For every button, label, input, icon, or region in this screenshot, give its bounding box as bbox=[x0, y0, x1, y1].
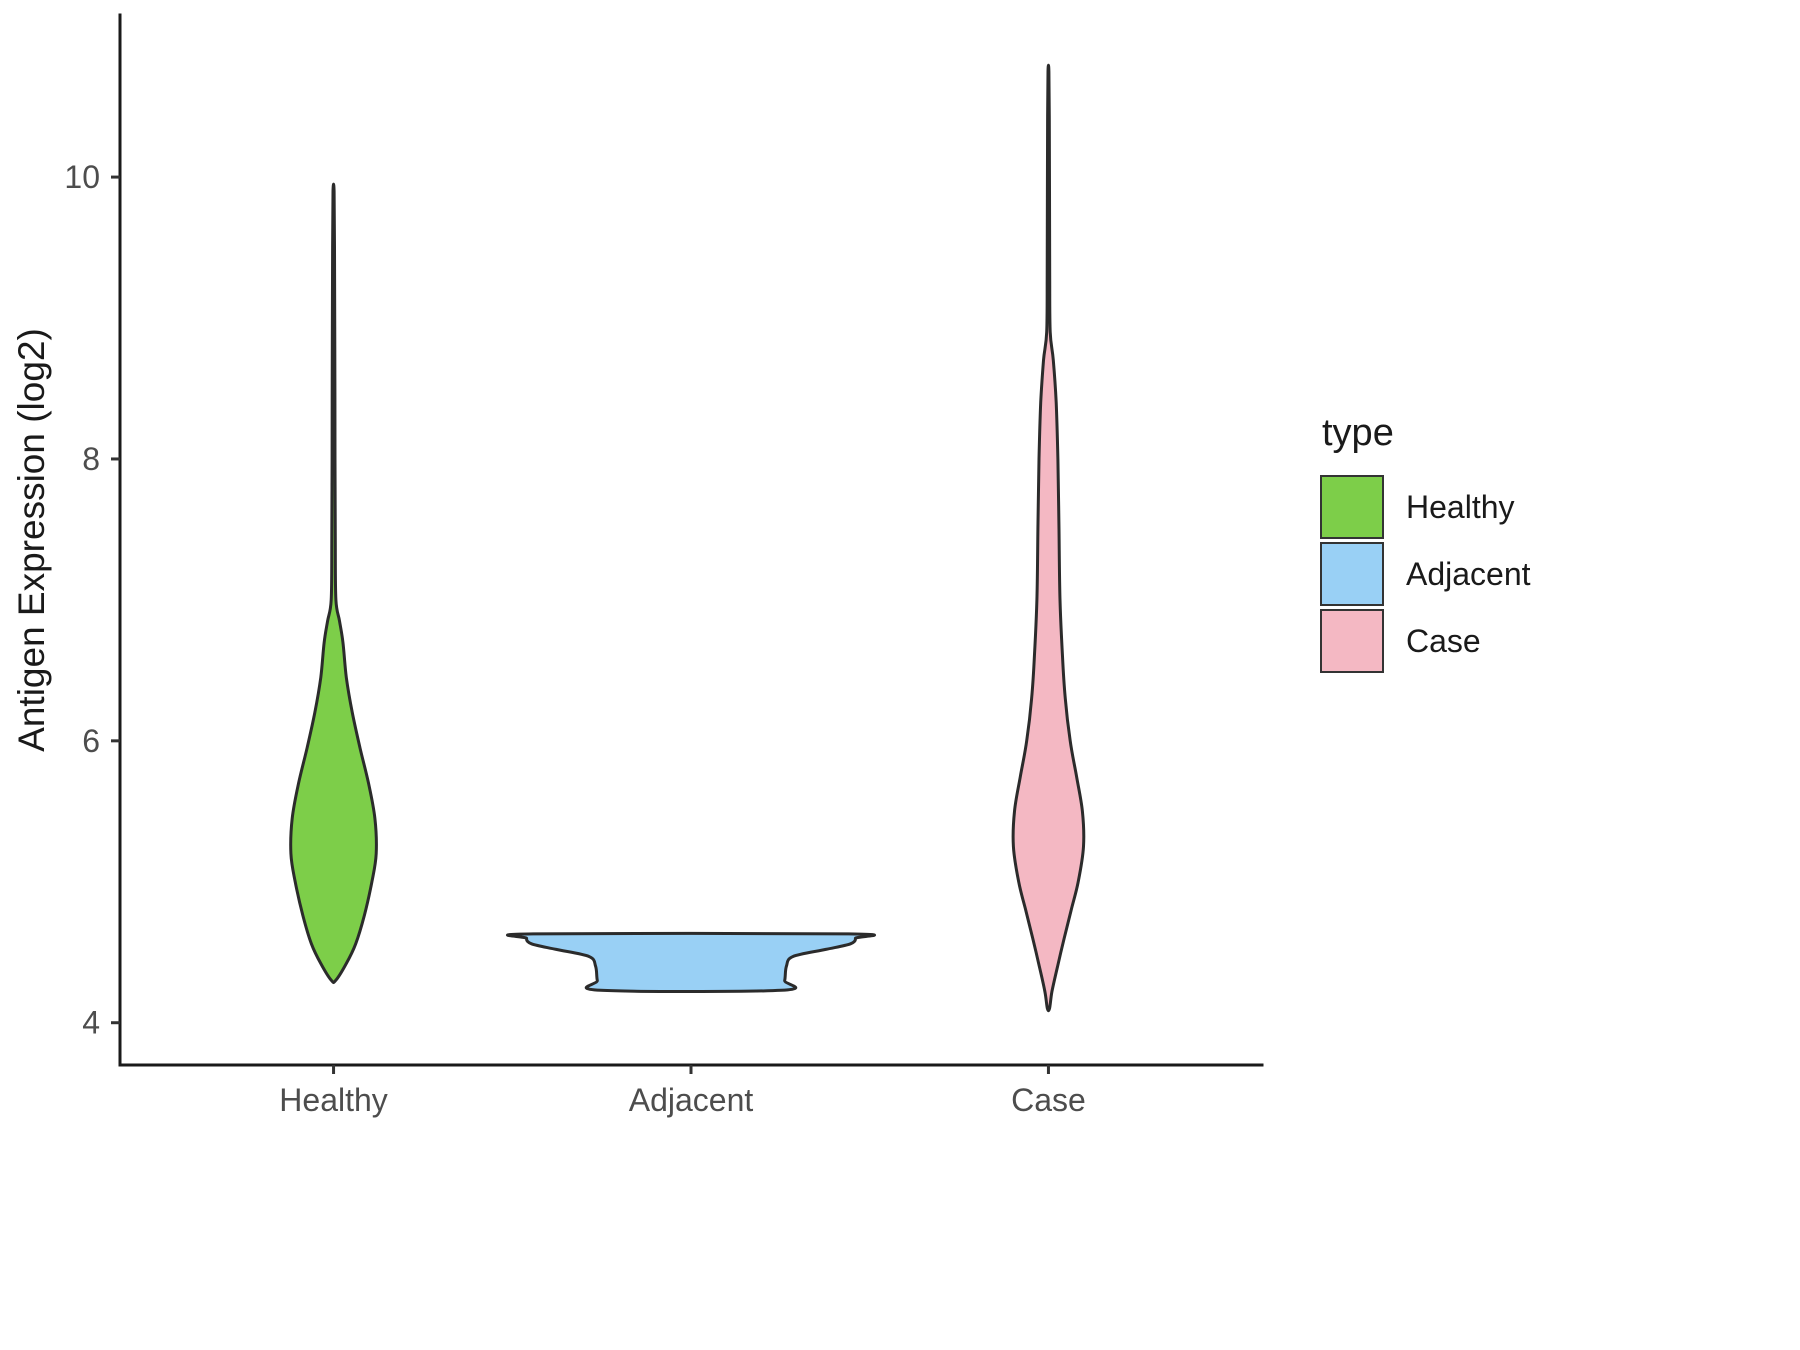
y-tick-label: 10 bbox=[64, 159, 100, 195]
legend-entry-healthy: Healthy bbox=[1320, 475, 1531, 539]
violin-case bbox=[1011, 63, 1086, 1013]
legend: type Healthy Adjacent Case bbox=[1320, 412, 1531, 676]
x-tick-label: Case bbox=[1011, 1082, 1086, 1118]
axis-lines bbox=[118, 13, 1264, 1067]
legend-entry-adjacent: Adjacent bbox=[1320, 542, 1531, 606]
violin-adjacent bbox=[505, 931, 877, 993]
legend-entries: Healthy Adjacent Case bbox=[1320, 475, 1531, 673]
violins-layer bbox=[289, 63, 1086, 1013]
x-tick-label: Healthy bbox=[279, 1082, 388, 1118]
legend-title: type bbox=[1322, 412, 1394, 454]
y-tick-label: 4 bbox=[82, 1005, 100, 1041]
legend-entry-case: Case bbox=[1320, 609, 1531, 673]
legend-label: Healthy bbox=[1406, 488, 1515, 525]
legend-label: Case bbox=[1406, 622, 1481, 659]
axes-layer: 4 6 8 10 Healthy Adjacent Case bbox=[64, 13, 1264, 1118]
legend-label: Adjacent bbox=[1406, 555, 1531, 592]
violin-healthy bbox=[289, 182, 378, 985]
y-tick-label: 6 bbox=[82, 723, 100, 759]
legend-swatch-case bbox=[1320, 609, 1384, 673]
legend-swatch-healthy bbox=[1320, 475, 1384, 539]
y-tick-label: 8 bbox=[82, 441, 100, 477]
x-tick-label: Adjacent bbox=[629, 1082, 754, 1118]
legend-swatch-adjacent bbox=[1320, 542, 1384, 606]
y-axis-title: Antigen Expression (log2) bbox=[11, 328, 52, 752]
